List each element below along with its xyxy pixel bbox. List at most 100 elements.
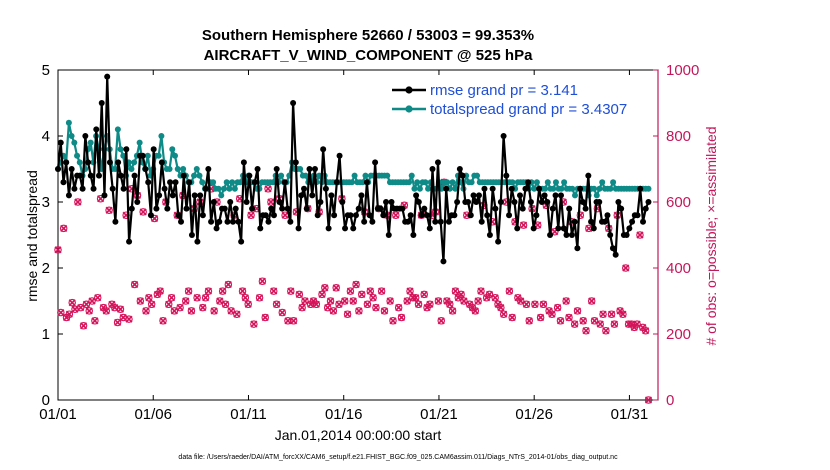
legend-rmse-marker — [405, 86, 413, 94]
rmse-point — [65, 192, 72, 199]
obs-possible-marker — [641, 326, 650, 335]
rmse-point — [317, 199, 324, 205]
obs-possible-marker — [610, 320, 619, 328]
rmse-point — [254, 166, 261, 172]
obs-assimilated-marker — [219, 287, 227, 295]
rmse-point — [369, 218, 376, 225]
obs-assimilated-marker — [329, 307, 337, 315]
rmse-point — [57, 139, 64, 146]
obs-assimilated-marker — [434, 297, 442, 305]
obs-possible-marker — [224, 280, 233, 289]
obs-assimilated-marker — [517, 297, 525, 305]
rmse-point — [459, 172, 466, 179]
rmse-point — [440, 258, 447, 265]
rmse-point — [328, 192, 335, 199]
rmse-point — [486, 232, 493, 238]
obs-possible-marker — [596, 320, 604, 328]
rmse-point — [210, 199, 217, 205]
rmse-point — [336, 152, 343, 159]
obs-possible-marker — [369, 293, 377, 302]
obs-assimilated-marker — [264, 185, 272, 193]
legend: rmse grand pr = 3.141 totalspread grand … — [392, 82, 627, 118]
rmse-point — [123, 146, 130, 153]
rmse-point — [426, 225, 433, 232]
obs-assimilated-marker — [221, 300, 230, 308]
rmse-point — [197, 192, 204, 199]
obs-possible-marker — [295, 290, 304, 299]
rmse-point — [257, 225, 264, 232]
obs-possible-marker — [167, 293, 176, 302]
rmse-point — [320, 146, 327, 153]
rmse-point — [495, 238, 502, 245]
obs-possible-marker — [508, 313, 516, 322]
obs-assimilated-marker — [525, 317, 533, 325]
obs-possible-marker — [565, 313, 573, 322]
rmse-point — [451, 212, 458, 219]
totalspread-point — [414, 179, 421, 186]
obs-possible-marker — [261, 313, 269, 322]
rmse-point — [358, 192, 365, 199]
obs-assimilated-marker — [131, 280, 139, 289]
obs-possible-marker — [85, 307, 93, 315]
rmse-point — [314, 212, 321, 219]
obs-possible-marker — [125, 315, 133, 323]
obs-assimilated-marker — [622, 264, 630, 272]
rmse-point — [153, 205, 160, 212]
rmse-point — [514, 225, 521, 232]
rmse-point — [467, 212, 474, 219]
legend-spread-label: totalspread grand pr = 3.4307 — [430, 101, 627, 118]
rmse-point — [183, 205, 190, 212]
rmse-point — [366, 212, 373, 219]
chart-subtitle: AIRCRAFT_V_WIND_COMPONENT @ 525 hPa — [204, 47, 534, 64]
obs-assimilated-marker — [139, 208, 147, 216]
rmse-point — [588, 218, 595, 225]
rmse-point — [500, 133, 507, 139]
totalspread-point — [226, 185, 233, 192]
rmse-point — [361, 218, 368, 225]
totalspread-point — [552, 179, 559, 186]
totalspread-point — [468, 179, 475, 186]
rmse-point — [489, 185, 496, 192]
obs-possible-marker — [116, 305, 125, 313]
obs-assimilated-marker — [341, 297, 349, 305]
obs-possible-marker — [54, 246, 62, 254]
totalspread-point — [533, 179, 540, 186]
obs-assimilated-marker — [321, 284, 329, 292]
right-y-tick-label: 400 — [666, 260, 691, 277]
rmse-point — [380, 212, 387, 219]
obs-assimilated-marker — [241, 294, 249, 302]
obs-assimilated-marker — [573, 307, 582, 315]
rmse-point — [456, 166, 463, 172]
rmse-point — [413, 192, 420, 199]
rmse-point — [262, 212, 269, 219]
obs-possible-marker — [599, 310, 607, 318]
obs-possible-marker — [497, 303, 505, 312]
rmse-point — [530, 225, 537, 232]
totalspread-point — [449, 179, 456, 186]
obs-possible-marker — [289, 317, 298, 325]
obs-assimilated-marker — [105, 206, 113, 214]
right-y-tick-label: 1000 — [666, 62, 699, 79]
rmse-point — [511, 199, 518, 205]
obs-possible-marker — [380, 307, 389, 315]
rmse-point — [205, 166, 212, 172]
obs-assimilated-marker — [389, 317, 397, 325]
rmse-point — [120, 185, 127, 192]
rmse-point — [303, 205, 310, 212]
obs-possible-marker — [531, 300, 539, 309]
obs-possible-marker — [176, 303, 184, 312]
obs-possible-marker — [287, 287, 295, 295]
rmse-point — [71, 185, 78, 192]
obs-series — [54, 178, 653, 404]
obs-possible-marker — [247, 211, 255, 219]
rmse-point — [216, 218, 223, 225]
rmse-point — [76, 172, 83, 179]
obs-assimilated-marker — [548, 310, 556, 318]
rmse-point — [522, 185, 529, 192]
rmse-point — [301, 185, 308, 192]
obs-possible-marker — [130, 280, 139, 289]
rmse-point — [98, 100, 105, 106]
obs-assimilated-marker — [571, 320, 579, 328]
obs-possible-marker — [329, 307, 338, 315]
rmse-point — [465, 199, 472, 205]
